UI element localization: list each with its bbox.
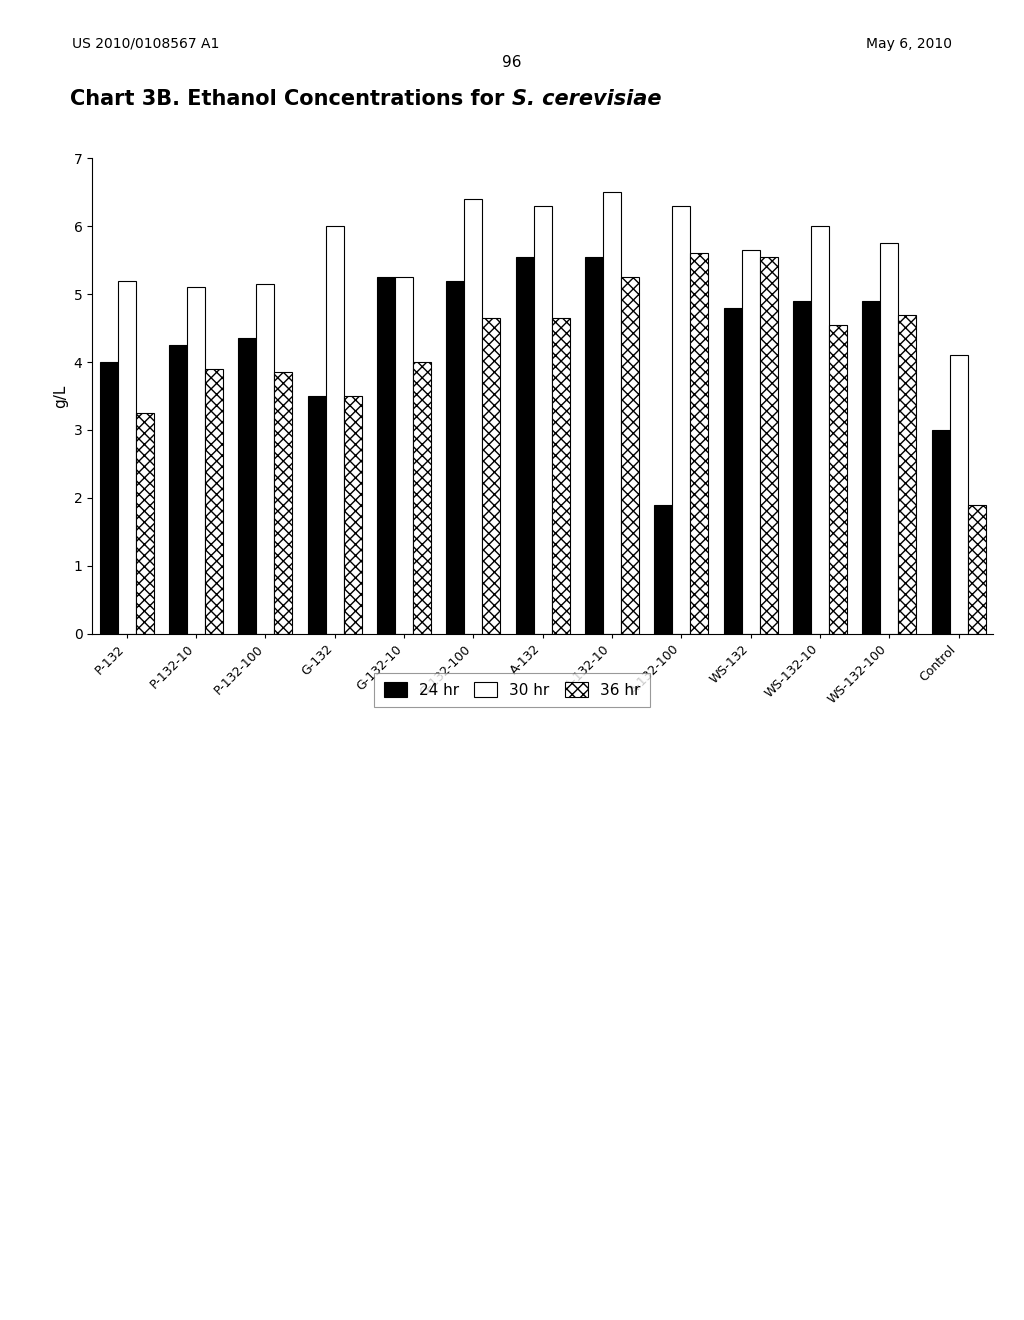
Text: US 2010/0108567 A1: US 2010/0108567 A1 [72, 37, 219, 51]
Bar [932, 430, 949, 634]
Bar [793, 301, 811, 634]
Bar [741, 249, 760, 634]
Bar [308, 396, 326, 634]
Bar [136, 413, 154, 634]
Bar [949, 355, 968, 634]
Bar [465, 199, 482, 634]
Bar [673, 206, 690, 634]
Bar [446, 281, 465, 634]
Bar [654, 504, 673, 634]
Bar [898, 314, 916, 634]
Text: Chart 3B. Ethanol Concentrations for: Chart 3B. Ethanol Concentrations for [71, 88, 512, 110]
Legend: 24 hr, 30 hr, 36 hr: 24 hr, 30 hr, 36 hr [375, 673, 649, 706]
Bar [690, 253, 709, 634]
Bar [377, 277, 395, 634]
Bar [811, 226, 829, 634]
Bar [187, 288, 205, 634]
Bar [482, 318, 501, 634]
Bar [239, 338, 256, 634]
Bar [395, 277, 413, 634]
Bar [760, 257, 777, 634]
Bar [413, 362, 431, 634]
Bar [603, 193, 621, 634]
Text: 96: 96 [502, 55, 522, 70]
Bar [552, 318, 569, 634]
Bar [118, 281, 136, 634]
Bar [829, 325, 847, 634]
Bar [724, 308, 741, 634]
Bar [169, 345, 187, 634]
Bar [881, 243, 898, 634]
Y-axis label: g/L: g/L [53, 384, 68, 408]
Bar [534, 206, 552, 634]
Bar [344, 396, 361, 634]
Bar [205, 368, 223, 634]
Bar [274, 372, 293, 634]
Text: S. cerevisiae: S. cerevisiae [512, 88, 662, 110]
Bar [585, 257, 603, 634]
Bar [256, 284, 274, 634]
Text: May 6, 2010: May 6, 2010 [866, 37, 952, 51]
Bar [99, 362, 118, 634]
Bar [862, 301, 881, 634]
Bar [326, 226, 344, 634]
Bar [968, 504, 986, 634]
Bar [516, 257, 534, 634]
Bar [621, 277, 639, 634]
